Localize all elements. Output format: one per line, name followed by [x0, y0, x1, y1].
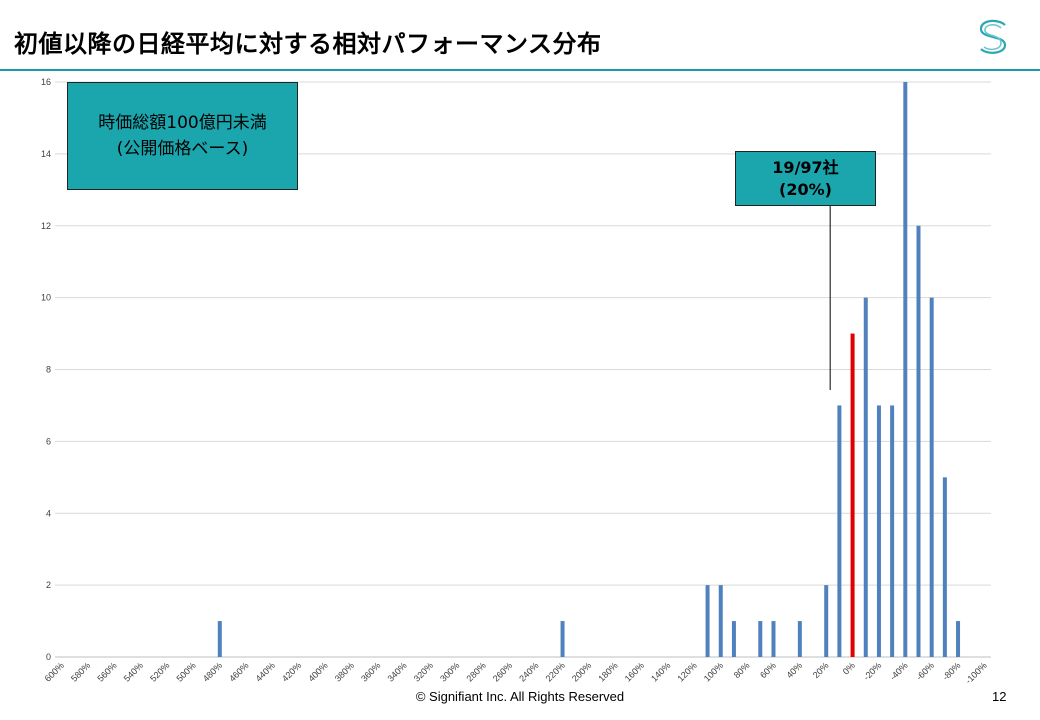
- copyright-footer: © Signifiant Inc. All Rights Reserved: [415, 689, 625, 704]
- bar--60%: [929, 297, 934, 657]
- condition-label: 時価総額100億円未満: [98, 113, 267, 133]
- y-tick-label: 10: [41, 293, 51, 303]
- bar-70%: [758, 621, 763, 657]
- bar-480%: [217, 621, 222, 657]
- x-tick-label: 260%: [491, 660, 514, 683]
- bar-10%: [837, 405, 842, 657]
- x-tick-label: 80%: [732, 660, 752, 680]
- x-tick-label: 400%: [306, 660, 329, 683]
- x-tick-label: 480%: [201, 660, 224, 683]
- x-tick-label: 100%: [702, 660, 725, 683]
- x-tick-label: 20%: [811, 660, 831, 680]
- y-tick-labels: 0 2 4 6 8 10 12 14 16: [41, 77, 51, 662]
- bar-0%: [850, 333, 855, 657]
- y-tick-label: 14: [41, 149, 51, 159]
- x-tick-label: 340%: [385, 660, 408, 683]
- x-tick-label: 520%: [148, 660, 171, 683]
- x-tick-label: -60%: [914, 660, 936, 682]
- x-tick-label: 240%: [517, 660, 540, 683]
- x-tick-label: 300%: [438, 660, 461, 683]
- page-number: 12: [992, 689, 1007, 704]
- x-tick-label: 120%: [675, 660, 698, 683]
- market-cap-condition-box: 時価総額100億円未満 (公開価格ベース): [67, 82, 298, 190]
- bar--10%: [863, 297, 868, 657]
- highlight-count-box: 19/97社 (20%): [735, 151, 876, 206]
- bar--30%: [890, 405, 895, 657]
- bar-20%: [824, 585, 829, 657]
- x-tick-label: 440%: [254, 660, 277, 683]
- highlight-count-label: 19/97社: [772, 157, 839, 177]
- bar-90%: [731, 621, 736, 657]
- y-tick-label: 4: [46, 508, 51, 518]
- x-tick-label: 200%: [570, 660, 593, 683]
- x-tick-label: 180%: [596, 660, 619, 683]
- x-tick-label: 580%: [69, 660, 92, 683]
- x-tick-label: -100%: [963, 660, 988, 685]
- x-tick-label: 280%: [465, 660, 488, 683]
- x-tick-label: 560%: [95, 660, 118, 683]
- bar--70%: [942, 477, 947, 657]
- y-tick-label: 2: [46, 580, 51, 590]
- bar-40%: [797, 621, 802, 657]
- x-tick-label: 40%: [784, 660, 804, 680]
- x-tick-label: 0%: [841, 660, 857, 676]
- bar--80%: [956, 621, 961, 657]
- y-tick-label: 8: [46, 365, 51, 375]
- bar--40%: [903, 82, 908, 657]
- x-tick-label: 500%: [174, 660, 197, 683]
- bar-100%: [718, 585, 723, 657]
- x-tick-label: -40%: [888, 660, 910, 682]
- bar-110%: [705, 585, 710, 657]
- y-tick-label: 16: [41, 77, 51, 87]
- bar--20%: [876, 405, 881, 657]
- x-tick-label: 360%: [359, 660, 382, 683]
- title-divider: [0, 69, 1040, 71]
- x-tick-labels: 600% 580% 560% 540% 520% 500% 480% 460% 440% 420%…: [43, 660, 989, 685]
- highlight-percent-label: (20%): [779, 179, 832, 199]
- x-tick-label: -80%: [941, 660, 963, 682]
- y-tick-label: 6: [46, 436, 51, 446]
- x-tick-label: 460%: [227, 660, 250, 683]
- x-tick-label: 420%: [280, 660, 303, 683]
- bar-60%: [771, 621, 776, 657]
- condition-basis-label: (公開価格ベース): [116, 139, 249, 159]
- x-tick-label: 320%: [412, 660, 435, 683]
- bar--50%: [916, 225, 921, 657]
- x-tick-label: 600%: [43, 660, 66, 683]
- y-tick-label: 12: [41, 221, 51, 231]
- x-tick-label: 540%: [122, 660, 145, 683]
- x-tick-label: 60%: [758, 660, 778, 680]
- x-tick-label: 140%: [649, 660, 672, 683]
- bar-220%: [560, 621, 565, 657]
- bars: [217, 82, 961, 657]
- y-tick-label: 0: [46, 652, 51, 662]
- x-tick-label: -20%: [861, 660, 883, 682]
- page-title: 初値以降の日経平均に対する相対パフォーマンス分布: [14, 30, 602, 58]
- signifiant-s-logo-icon: [979, 19, 1007, 54]
- x-tick-label: 220%: [544, 660, 567, 683]
- x-tick-label: 160%: [623, 660, 646, 683]
- x-tick-label: 380%: [333, 660, 356, 683]
